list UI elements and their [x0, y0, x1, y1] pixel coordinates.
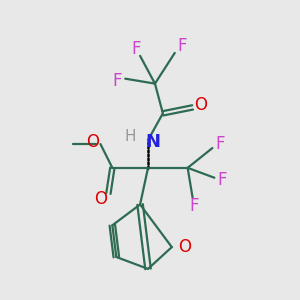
Text: O: O [94, 190, 107, 208]
Text: F: F [112, 72, 122, 90]
Text: O: O [178, 238, 191, 256]
Text: F: F [218, 171, 227, 189]
Text: O: O [86, 133, 99, 151]
Text: F: F [190, 197, 199, 215]
Text: F: F [177, 37, 187, 55]
Text: O: O [194, 96, 207, 114]
Text: F: F [131, 40, 141, 58]
Text: H: H [124, 129, 136, 144]
Text: N: N [146, 133, 160, 151]
Text: F: F [216, 135, 225, 153]
